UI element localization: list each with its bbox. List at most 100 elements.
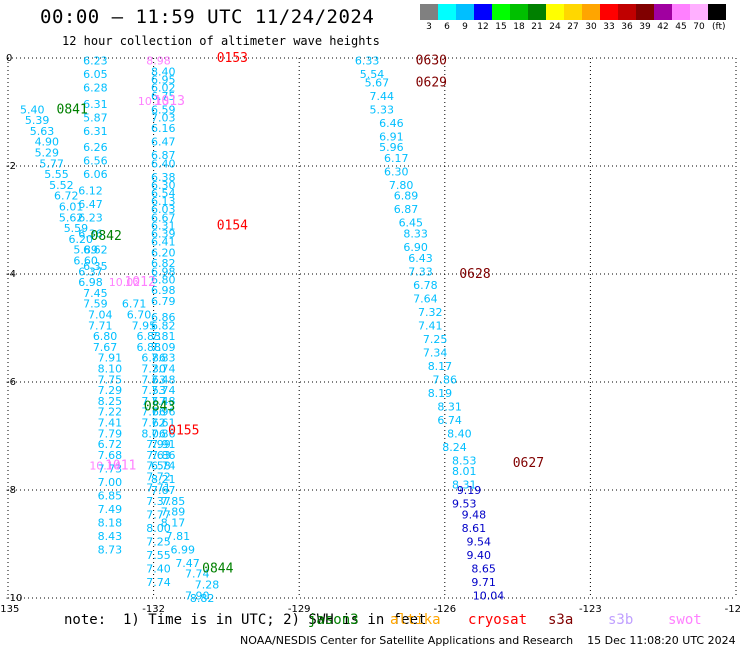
wave-height-point: 8.24 — [442, 441, 467, 454]
wave-height-point: 7.41 — [418, 319, 443, 332]
pass-label: 0629 — [416, 75, 447, 90]
wave-height-point: 7.25 — [146, 535, 171, 548]
wave-height-point: 6.47 — [78, 198, 103, 211]
pass-label: 0844 — [202, 561, 233, 576]
wave-height-point: 7.49 — [98, 503, 123, 516]
legend-label: 33 — [603, 22, 615, 32]
wave-height-point: 5.62 — [59, 211, 84, 224]
wave-height-point: 6.31 — [83, 125, 108, 138]
wave-height-point: 6.82 — [151, 319, 176, 332]
wave-height-point: 7.74 — [151, 363, 176, 376]
wave-height-point: 7.63 — [146, 449, 171, 462]
wave-height-point: 10.02 — [109, 276, 141, 289]
wave-height-point: 6.87 — [394, 203, 419, 216]
wave-height-point: 6.75 — [151, 90, 176, 103]
wave-height-point: 6.90 — [403, 241, 428, 254]
wave-height-point: 7.74 — [151, 384, 176, 397]
wave-height-point: 5.55 — [44, 168, 69, 181]
wave-height-point: 6.31 — [151, 219, 176, 232]
wave-height-point: 7.30 — [141, 363, 166, 376]
wave-height-point: 6.71 — [122, 298, 147, 311]
wave-height-point: 6.17 — [384, 152, 409, 165]
legend-swatch — [690, 4, 708, 20]
wave-height-point: 6.37 — [78, 265, 103, 278]
wave-height-point: 6.13 — [151, 195, 176, 208]
wave-height-point: 8.65 — [471, 562, 496, 575]
wave-height-point: 6.78 — [413, 279, 438, 292]
wave-height-point: 6.98 — [78, 276, 103, 289]
wave-height-point: 6.47 — [151, 136, 176, 149]
wave-height-point: 5.52 — [49, 179, 74, 192]
pass-label: 0841 — [57, 102, 88, 117]
wave-height-point: 7.62 — [141, 417, 166, 430]
wave-height-point: 7.44 — [369, 90, 394, 103]
wave-height-point: 7.41 — [98, 417, 123, 430]
wave-height-point: 9.40 — [467, 549, 492, 562]
wave-height-point: 6.30 — [384, 165, 409, 178]
wave-height-point: 6.43 — [408, 252, 433, 265]
pass-label: 1013 — [154, 94, 185, 109]
wave-height-point: 7.96 — [151, 406, 176, 419]
wave-height-point: 8.25 — [98, 395, 123, 408]
pass-label: 0843 — [144, 399, 175, 414]
legend-label: 9 — [462, 22, 468, 32]
satellite-jason3: jason3 — [308, 612, 359, 628]
wave-height-point: 5.59 — [64, 222, 89, 235]
wave-height-point: 7.48 — [151, 395, 176, 408]
legend-swatch — [564, 4, 582, 20]
wave-height-point: 7.72 — [146, 471, 171, 484]
legend-label: 39 — [639, 22, 651, 32]
wave-height-point: 7.71 — [88, 319, 113, 332]
wave-height-point: 6.60 — [73, 255, 98, 268]
wave-height-point: 9.54 — [467, 535, 492, 548]
wave-height-point: 8.31 — [452, 479, 477, 492]
legend-label: 12 — [477, 22, 489, 32]
wave-height-point: 9.53 — [452, 498, 477, 511]
wave-height-point: 6.70 — [127, 309, 152, 322]
wave-height-point: 6.79 — [151, 295, 176, 308]
wave-height-point: 6.74 — [437, 414, 462, 427]
wave-height-point: 7.09 — [151, 341, 176, 354]
wave-height-point: 5.33 — [369, 103, 394, 116]
wave-height-point: 9.48 — [462, 508, 487, 521]
legend-label: 27 — [567, 22, 579, 32]
wave-height-point: 7.58 — [146, 460, 171, 473]
legend-swatch — [528, 4, 546, 20]
wave-height-point: 5.40 — [20, 103, 45, 116]
legend-label: 45 — [675, 22, 687, 32]
legend-swatch — [456, 4, 474, 20]
wave-height-point: 6.20 — [69, 233, 94, 246]
chart-subtitle: 12 hour collection of altimeter wave hei… — [62, 34, 380, 48]
wave-height-point: 8.40 — [447, 427, 472, 440]
wave-height-point: 6.98 — [151, 284, 176, 297]
wave-height-point: 6.28 — [83, 82, 108, 95]
pass-label: 0842 — [91, 229, 122, 244]
wave-height-point: 6.72 — [54, 190, 79, 203]
wave-height-point: 10.13 — [138, 95, 170, 108]
wave-height-point: 7.67 — [93, 341, 118, 354]
wave-height-point: 7.81 — [166, 530, 191, 543]
satellite-cryosat: cryosat — [468, 612, 528, 628]
legend-swatch — [636, 4, 654, 20]
x-tick-label: -135 — [0, 604, 19, 615]
wave-height-point: 6.31 — [83, 98, 108, 111]
wave-height-point: 4.90 — [35, 136, 60, 149]
wave-height-point: 6.85 — [98, 489, 123, 502]
legend-label: 21 — [531, 22, 543, 32]
y-tick-label: -6 — [6, 377, 16, 388]
satellite-s3a: s3a — [548, 612, 574, 628]
footer-note: note: 1) Time is in UTC; 2) SWH is in fe… — [64, 612, 427, 628]
legend-label: 24 — [549, 22, 561, 32]
wave-height-point: 7.22 — [98, 406, 123, 419]
wave-height-point: 6.80 — [93, 330, 118, 343]
wave-height-point: 7.32 — [418, 306, 443, 319]
wave-height-point: 6.89 — [394, 190, 419, 203]
wave-height-point: 6.87 — [151, 149, 176, 162]
wave-height-point: 6.26 — [83, 141, 108, 154]
wave-height-point: 10.14 — [89, 460, 121, 473]
wave-height-point: 6.72 — [98, 438, 123, 451]
wave-height-point: 6.30 — [151, 179, 176, 192]
wave-height-point: 7.91 — [98, 352, 123, 365]
wave-height-point: 8.19 — [428, 387, 453, 400]
